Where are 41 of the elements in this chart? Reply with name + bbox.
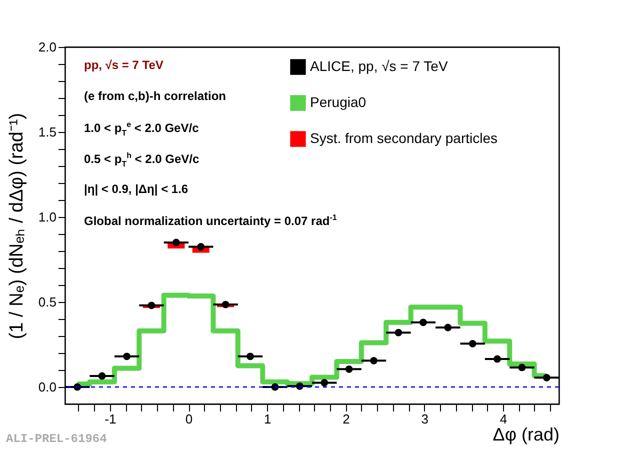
y-tick-label: 2.0: [38, 40, 56, 54]
point: [394, 328, 402, 336]
point: [494, 355, 501, 363]
legend-label: ALICE, pp, √s = 7 TeV: [310, 58, 448, 74]
x-tick-label: -1: [104, 412, 116, 426]
annotation: (e from c,b)-h correlation: [84, 89, 226, 103]
text: ALI-PREL-61964: [6, 432, 107, 446]
point: [148, 302, 156, 310]
point: [98, 372, 106, 380]
x-axis-title: Δφ (rad): [492, 424, 560, 444]
point: [172, 238, 180, 246]
y-tick-label: 1.5: [38, 124, 56, 140]
y-tick-label: 0.0: [38, 380, 56, 394]
y-axis-title: (1 / Nₑ) (dNₑₕ / dΔφ) (rad⁻¹): [6, 112, 28, 340]
point: [542, 374, 550, 382]
point: [320, 379, 328, 386]
point: [518, 364, 526, 372]
x-tick-label: 2: [342, 412, 350, 426]
y-tick-label: 1.0: [38, 210, 56, 224]
annotation: 1.0 < p$_{T}$$^{e}$ < 2.0 GeV/c: [84, 120, 199, 138]
point: [468, 340, 476, 348]
annotation: pp, √s = 7 TeV: [84, 58, 164, 72]
point: [345, 365, 353, 373]
x-tick-label: 4: [500, 412, 508, 426]
point: [370, 356, 378, 364]
x-tick-label: 1: [264, 412, 272, 426]
point: [246, 352, 254, 360]
x-tick-label: 0: [185, 412, 193, 426]
legend-label: Syst. from secondary particles: [310, 130, 498, 146]
x-tick-label: 3: [421, 412, 429, 426]
point: [444, 324, 452, 332]
point: [296, 382, 304, 390]
legend-label: Perugia0: [310, 94, 366, 110]
point: [197, 243, 205, 250]
annotation: Global normalization uncertainty = 0.07 rad$^{-1}$: [84, 213, 337, 230]
point: [222, 300, 230, 308]
annotation: |η| < 0.9, |Δη| < 1.6: [84, 182, 190, 198]
point: [420, 318, 427, 326]
y-tick-label: 0.5: [38, 294, 56, 310]
annotation: 0.5 < p$_{T}$$^{h}$ < 2.0 GeV/c: [84, 151, 200, 170]
point: [123, 352, 131, 360]
